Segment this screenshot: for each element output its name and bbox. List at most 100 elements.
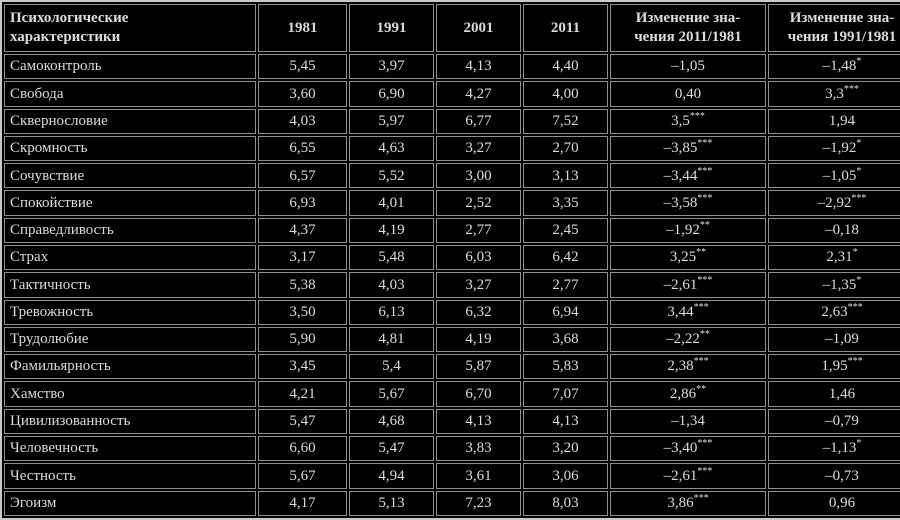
cell-value: –1,92* [768,135,900,162]
cell-value: 6,03 [436,244,521,271]
row-label: Справедливость [4,217,256,243]
cell-value: 6,55 [258,135,347,162]
row-label: Честность [4,463,256,489]
cell-value: 3,35 [523,190,608,216]
header-row: Психологические характеристики 1981 1991 20… [4,4,900,52]
column-header: Изменение зна- чения 2011/1981 [610,4,766,52]
cell-value: 3,61 [436,463,521,489]
cell-value: 6,60 [258,435,347,462]
cell-value: 5,45 [258,54,347,80]
table-row: Свобода 3,60 6,90 4,27 4,00 0,40 3,3*** [4,81,900,107]
cell-value: 5,87 [436,354,521,380]
significance-stars: *** [693,356,709,368]
significance-stars: * [856,165,862,177]
cell-value: –1,48* [768,54,900,80]
cell-value: 2,45 [523,217,608,243]
cell-value: 6,94 [523,299,608,325]
table-row: Тактичность 5,38 4,03 3,27 2,77 –2,61*** –1,35… [4,272,900,298]
significance-stars: *** [697,165,713,177]
cell-value: 7,52 [523,108,608,134]
cell-value: 3,3*** [768,81,900,107]
cell-value: –1,35* [768,272,900,298]
cell-value: 4,13 [523,408,608,434]
row-label: Сочувствие [4,163,256,189]
cell-value: 4,19 [436,326,521,353]
cell-value: 4,37 [258,217,347,243]
cell-value: 4,01 [349,190,434,216]
significance-stars: * [856,438,862,450]
cell-value: 3,97 [349,54,434,80]
significance-stars: *** [693,301,709,313]
significance-stars: *** [693,493,709,504]
cell-value: 4,63 [349,135,434,162]
cell-value: 6,90 [349,81,434,107]
cell-value: 4,19 [349,217,434,243]
significance-stars: * [856,274,862,286]
cell-value: 4,27 [436,81,521,107]
cell-value: 7,23 [436,490,521,516]
cell-value: 5,90 [258,326,347,353]
cell-value: –1,05* [768,163,900,189]
cell-value: 4,00 [523,81,608,107]
table-row: Справедливость 4,37 4,19 2,77 2,45 –1,92** –0,… [4,217,900,243]
cell-value: –1,92** [610,217,766,243]
cell-value: 3,27 [436,135,521,162]
cell-value: –1,05 [610,54,766,80]
cell-value: 3,5*** [610,108,766,134]
table-row: Эгоизм 4,17 5,13 7,23 8,03 3,86*** 0,96 [4,490,900,516]
cell-value: 3,20 [523,435,608,462]
cell-value: 6,57 [258,163,347,189]
significance-stars: *** [697,438,713,450]
significance-stars: *** [697,192,713,204]
cell-value: –2,92*** [768,190,900,216]
cell-value: 3,06 [523,463,608,489]
table-body: Самоконтроль 5,45 3,97 4,13 4,40 –1,05 –1,48* С… [4,54,900,516]
cell-value: 2,77 [523,272,608,298]
row-label: Трудолюбие [4,326,256,353]
cell-value: –3,44*** [610,163,766,189]
cell-value: 0,40 [610,81,766,107]
cell-value: –1,13* [768,435,900,462]
table-row: Скромность 6,55 4,63 3,27 2,70 –3,85*** –1,92* [4,135,900,162]
cell-value: 5,13 [349,490,434,516]
column-header: 2001 [436,4,521,52]
cell-value: 8,03 [523,490,608,516]
table-row: Страх 3,17 5,48 6,03 6,42 3,25** 2,31* [4,244,900,271]
cell-value: 4,21 [258,381,347,407]
cell-value: –2,61*** [610,463,766,489]
significance-stars: ** [696,247,707,259]
cell-value: 1,46 [768,381,900,407]
column-header: 1981 [258,4,347,52]
cell-value: –0,73 [768,463,900,489]
table-row: Честность 5,67 4,94 3,61 3,06 –2,61*** –0,73 [4,463,900,489]
cell-value: –1,09 [768,326,900,353]
table-row: Фамильярность 3,45 5,4 5,87 5,83 2,38*** 1,95*… [4,354,900,380]
cell-value: 3,27 [436,272,521,298]
cell-value: 2,38*** [610,354,766,380]
significance-stars: ** [696,383,707,395]
cell-value: 5,52 [349,163,434,189]
cell-value: 3,83 [436,435,521,462]
table-row: Сочувствие 6,57 5,52 3,00 3,13 –3,44*** –1,05* [4,163,900,189]
table-row: Сквернословие 4,03 5,97 6,77 7,52 3,5*** 1,94 [4,108,900,134]
cell-value: 5,48 [349,244,434,271]
cell-value: 3,45 [258,354,347,380]
table-row: Человечность 6,60 5,47 3,83 3,20 –3,40*** –1,1… [4,435,900,462]
row-label: Скромность [4,135,256,162]
cell-value: 4,40 [523,54,608,80]
cell-value: 5,83 [523,354,608,380]
significance-stars: *** [689,110,705,122]
significance-stars: *** [843,83,859,95]
cell-value: –1,34 [610,408,766,434]
significance-stars: *** [697,274,713,286]
row-label: Спокойствие [4,190,256,216]
cell-value: 3,60 [258,81,347,107]
table-row: Хамство 4,21 5,67 6,70 7,07 2,86** 1,46 [4,381,900,407]
cell-value: 5,47 [258,408,347,434]
cell-value: 4,13 [436,54,521,80]
row-label: Тревожность [4,299,256,325]
table-row: Самоконтроль 5,45 3,97 4,13 4,40 –1,05 –1,48* [4,54,900,80]
significance-stars: ** [699,329,710,341]
cell-value: 6,70 [436,381,521,407]
